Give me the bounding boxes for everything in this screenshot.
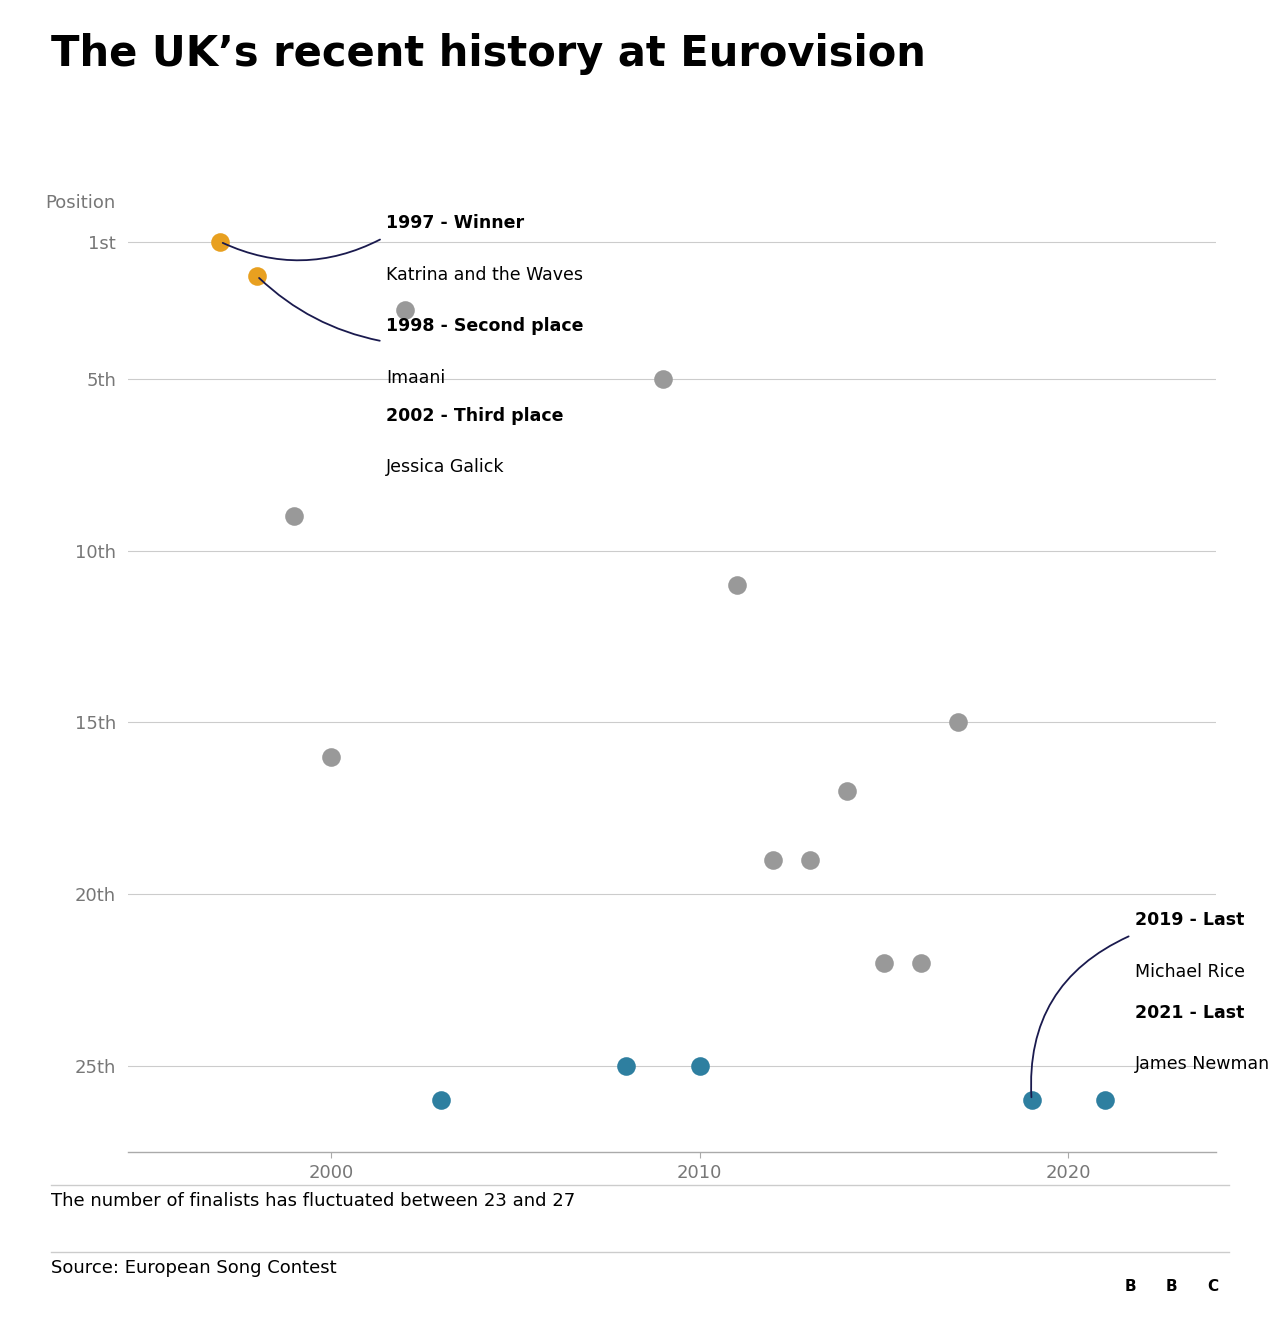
Text: B: B: [1166, 1279, 1178, 1295]
Point: [653, 368, 673, 390]
Point: [800, 849, 820, 870]
Point: [763, 849, 783, 870]
Text: The number of finalists has fluctuated between 23 and 27: The number of finalists has fluctuated b…: [51, 1192, 576, 1209]
Text: B: B: [1125, 1279, 1137, 1295]
FancyBboxPatch shape: [1156, 1267, 1188, 1307]
FancyBboxPatch shape: [1115, 1267, 1147, 1307]
Point: [874, 952, 895, 973]
Text: 2019 - Last: 2019 - Last: [1135, 912, 1244, 929]
Text: 1997 - Winner: 1997 - Winner: [387, 214, 525, 232]
Text: Jessica Galick: Jessica Galick: [387, 458, 504, 475]
Text: Source: European Song Contest: Source: European Song Contest: [51, 1259, 337, 1276]
Text: Katrina and the Waves: Katrina and the Waves: [387, 265, 584, 284]
Text: 2021 - Last: 2021 - Last: [1135, 1004, 1244, 1022]
Text: James Newman: James Newman: [1135, 1055, 1270, 1074]
Point: [394, 300, 415, 321]
Point: [616, 1055, 636, 1077]
Text: Imaani: Imaani: [387, 368, 445, 387]
Text: The UK’s recent history at Eurovision: The UK’s recent history at Eurovision: [51, 33, 925, 75]
Point: [726, 574, 746, 596]
Point: [1096, 1090, 1116, 1111]
Text: Michael Rice: Michael Rice: [1135, 963, 1245, 980]
Text: C: C: [1207, 1279, 1219, 1295]
Text: 1998 - Second place: 1998 - Second place: [387, 317, 584, 335]
Point: [210, 232, 230, 253]
Point: [431, 1090, 452, 1111]
FancyBboxPatch shape: [1197, 1267, 1229, 1307]
Point: [910, 952, 931, 973]
Text: 2002 - Third place: 2002 - Third place: [387, 407, 563, 424]
Point: [837, 781, 858, 802]
Text: Position: Position: [45, 194, 115, 212]
Point: [247, 265, 268, 287]
Point: [320, 746, 340, 767]
Point: [1021, 1090, 1042, 1111]
Point: [947, 711, 968, 732]
Point: [284, 506, 305, 528]
Point: [690, 1055, 710, 1077]
